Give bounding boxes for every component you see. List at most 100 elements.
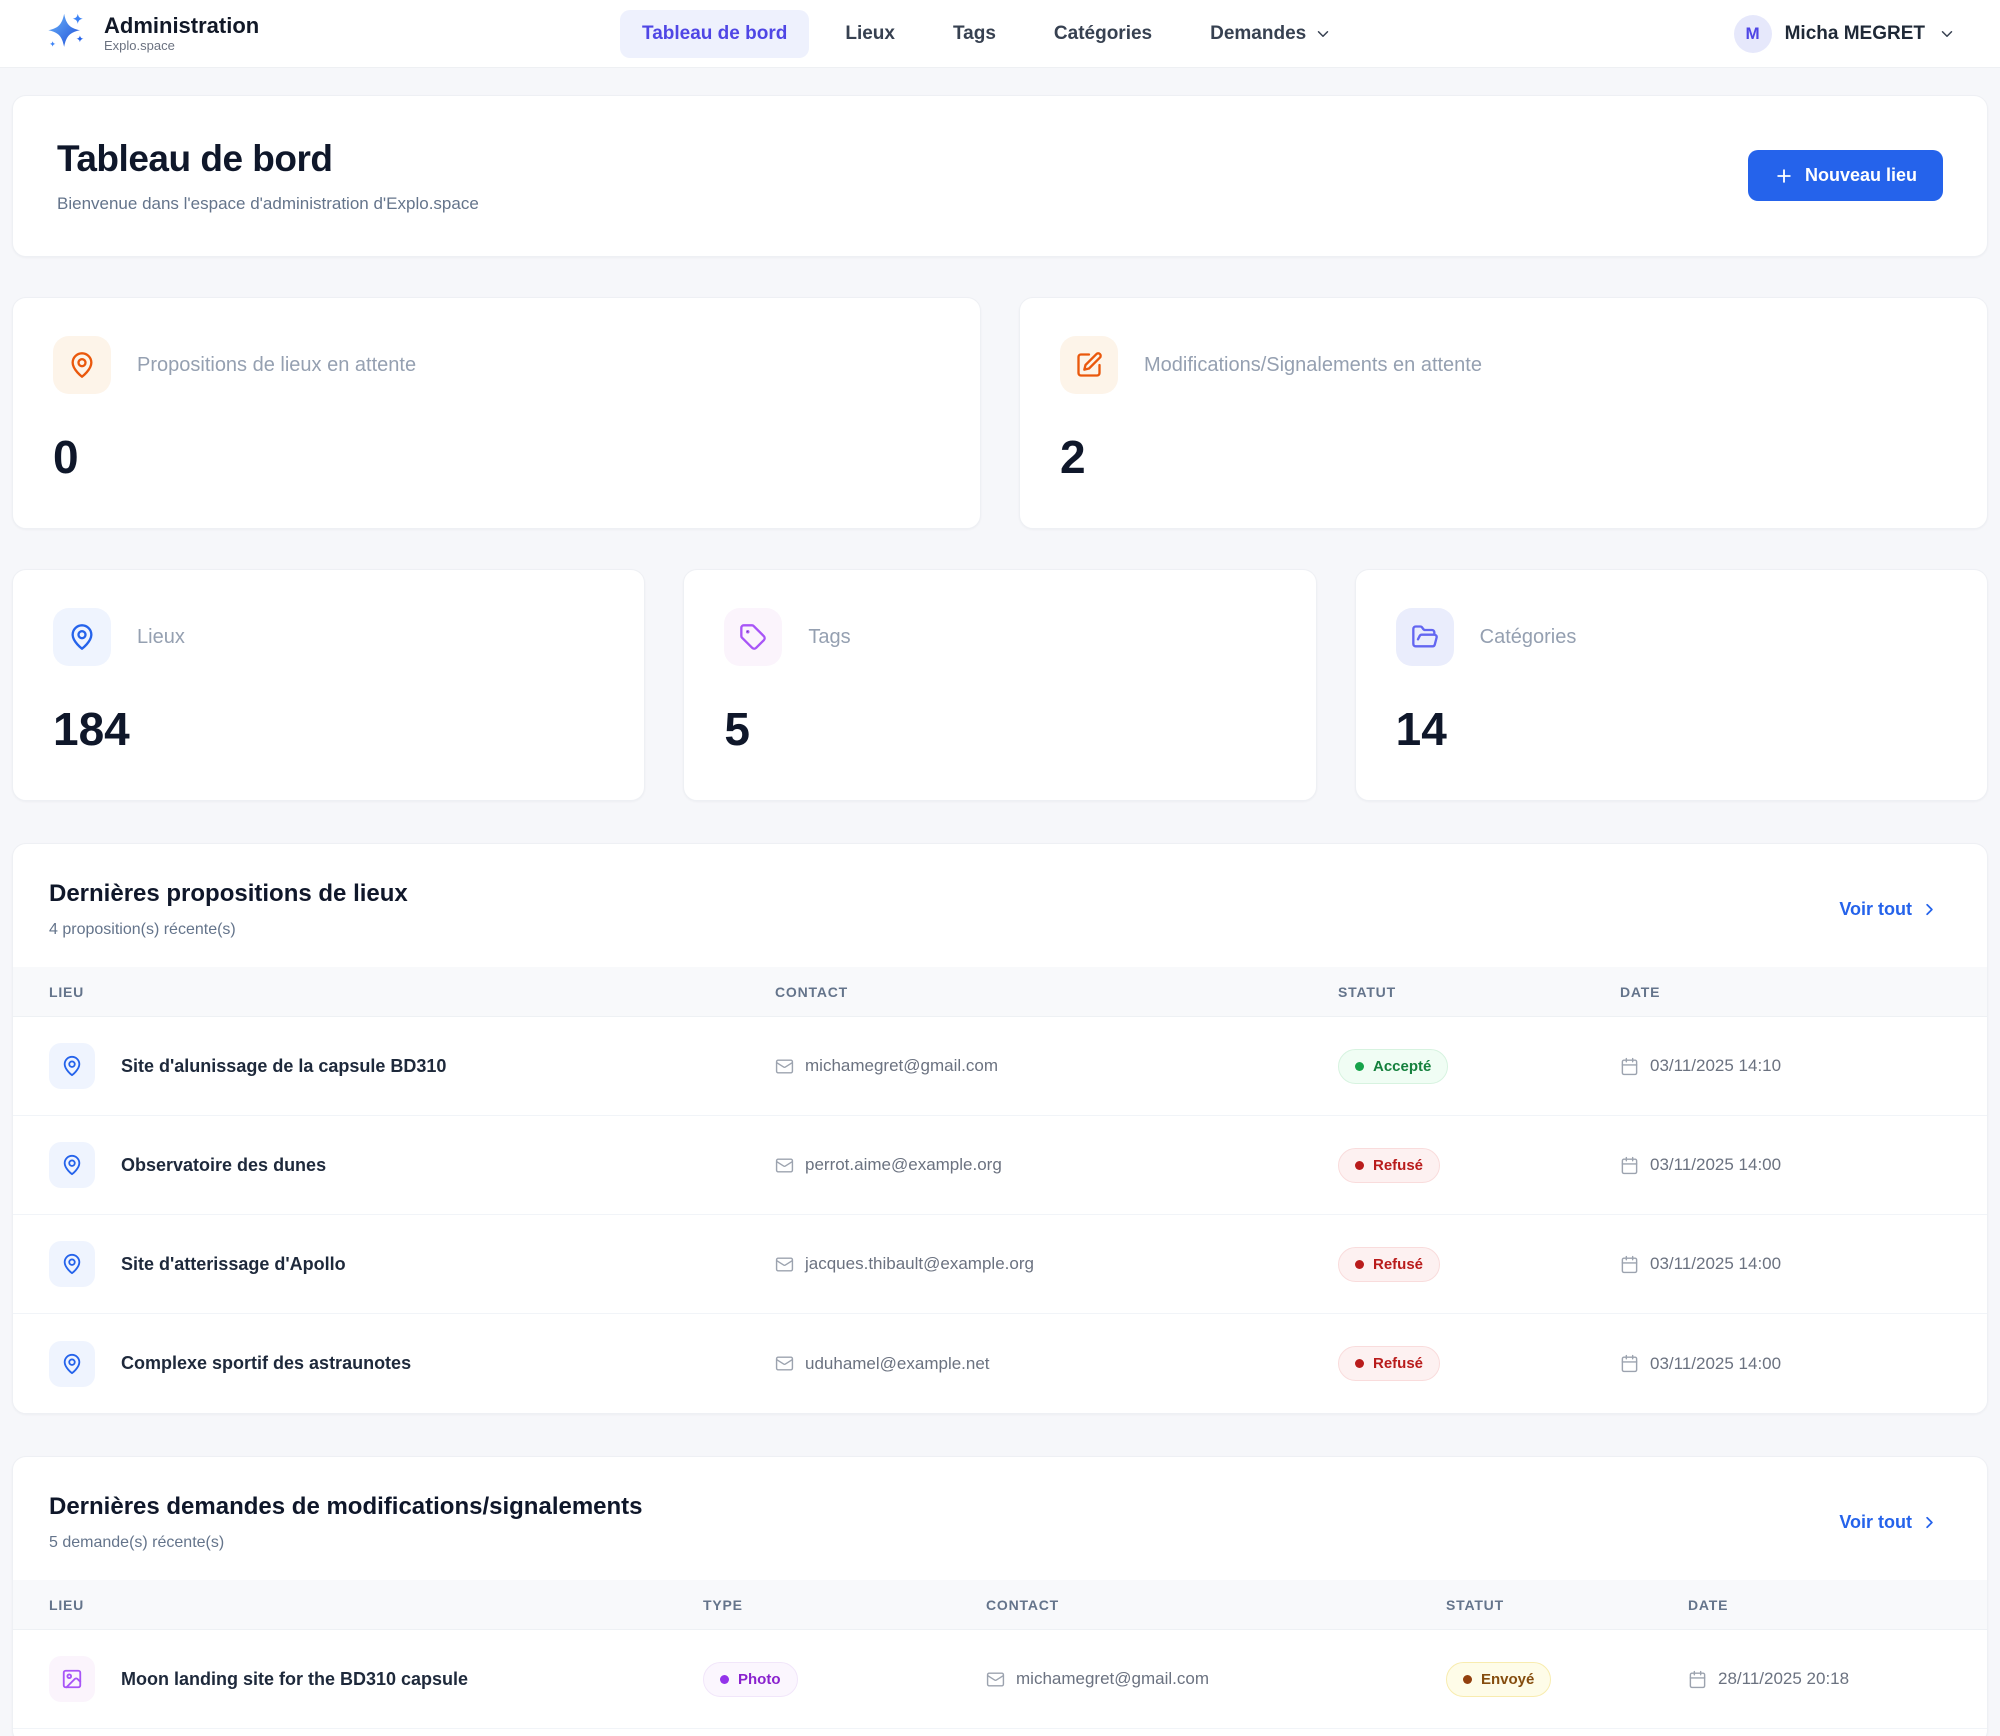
column-header-date: DATE [1688,1596,1729,1613]
date-value: 03/11/2025 14:00 [1650,1155,1782,1174]
stat-value: 0 [53,431,79,483]
page-subtitle: Bienvenue dans l'espace d'administration… [57,194,479,213]
propositions-section: Dernières propositions de lieux 4 propos… [12,843,1988,1414]
column-header-lieu: LIEU [49,983,85,1000]
nav-item-lieux[interactable]: Lieux [823,10,917,58]
section-count: 4 proposition(s) récente(s) [49,921,236,938]
stat-label: Propositions de lieux en attente [137,353,417,376]
chevron-down-icon [1317,30,1329,37]
nav-item-label: Demandes [1210,22,1307,44]
date-cell: 03/11/2025 14:00 [1620,1354,1963,1374]
contact-cell: perrot.aime@example.org [775,1155,1338,1175]
contact-cell: michamegret@gmail.com [986,1669,1446,1689]
date-cell: 03/11/2025 14:00 [1620,1254,1963,1274]
calendar-icon [1621,1156,1638,1174]
mail-icon [775,1356,794,1371]
date-cell: 03/11/2025 14:00 [1620,1155,1963,1175]
date-value: 03/11/2025 14:10 [1650,1056,1782,1075]
contact-email: uduhamel@example.net [805,1353,990,1373]
section-title: Dernières propositions de lieux [49,880,408,907]
map-pin-icon [49,1340,95,1387]
stat-label: Lieux [137,625,185,648]
demandes-table-header: LIEU TYPE CONTACT STATUT DATE [13,1580,1987,1630]
nav-item-label: Tableau de bord [642,22,788,44]
page-header: Tableau de bord Bienvenue dans l'espace … [12,95,1988,257]
view-all-demandes-link[interactable]: Voir tout [1839,1512,1939,1533]
date-value: 03/11/2025 14:00 [1650,1353,1782,1373]
stat-card-categories: Catégories 14 [1354,569,1988,801]
table-row[interactable]: Observatoire des dunes perrot.aime@examp… [13,1116,1987,1215]
edit-icon [1060,336,1118,394]
mail-icon [775,1157,794,1173]
contact-cell: michamegret@gmail.com [775,1056,1338,1076]
nav-item-label: Catégories [1053,22,1153,44]
date-value: 03/11/2025 14:00 [1650,1254,1782,1273]
status-badge: Refusé [1338,1246,1441,1282]
nav-item-label: Lieux [845,22,895,44]
main-nav: Tableau de bord Lieux Tags Catégories De… [620,9,1354,58]
stat-value: 184 [53,703,130,755]
lieu-name: Complexe sportif des astraunotes [121,1353,412,1373]
new-place-button[interactable]: Nouveau lieu [1747,150,1943,201]
demandes-section: Dernières demandes de modifications/sign… [12,1456,1988,1736]
view-all-label: Voir tout [1839,899,1912,919]
date-cell: 28/11/2025 20:18 [1688,1669,1963,1689]
section-title: Dernières demandes de modifications/sign… [49,1493,643,1520]
propositions-table-header: LIEU CONTACT STATUT DATE [13,967,1987,1017]
lieu-name: Site d'alunissage de la capsule BD310 [121,1055,447,1076]
lieu-name: Site d'atterissage d'Apollo [121,1253,346,1274]
nav-item-tags[interactable]: Tags [931,10,1018,58]
date-value: 28/11/2025 20:18 [1718,1669,1850,1688]
sparkle-logo-icon [44,8,90,59]
stat-label: Catégories [1479,625,1577,648]
date-cell: 03/11/2025 14:10 [1620,1056,1963,1076]
status-badge: Envoyé [1446,1661,1552,1697]
table-row[interactable]: Moon landing site for the BD310 capsule … [13,1630,1987,1729]
view-all-propositions-link[interactable]: Voir tout [1839,899,1939,920]
status-badge: Refusé [1338,1346,1441,1381]
calendar-icon [1621,1354,1638,1373]
status-dot-icon [1355,1160,1364,1170]
chevron-right-icon [1926,1516,1933,1529]
table-row[interactable]: Complexe sportif des astraunotes uduhame… [13,1314,1987,1413]
contact-cell: jacques.thibault@example.org [775,1254,1338,1274]
nav-item-tableau-de-bord[interactable]: Tableau de bord [620,9,810,58]
stat-value: 2 [1060,431,1086,483]
mail-icon [986,1671,1005,1687]
stat-card-tags: Tags 5 [683,569,1317,801]
section-count: 5 demande(s) récente(s) [49,1534,225,1551]
contact-email: jacques.thibault@example.org [805,1254,1034,1273]
mail-icon [775,1058,794,1074]
plus-icon [1777,168,1791,183]
lieu-name: Observatoire des dunes [121,1154,327,1175]
stat-card-lieux: Lieux 184 [12,569,646,801]
type-dot-icon [720,1674,729,1684]
user-menu[interactable]: M Micha MEGRET [1733,14,1956,53]
column-header-statut: STATUT [1338,983,1396,1000]
brand-title: Administration [104,12,260,38]
nav-item-demandes[interactable]: Demandes [1188,10,1354,58]
map-pin-icon [49,1142,95,1188]
status-dot-icon [1355,1061,1364,1071]
contact-email: perrot.aime@example.org [805,1155,1002,1174]
table-row[interactable]: Site d'alunissage de la capsule BD310 mi… [13,1017,1987,1116]
nav-item-categories[interactable]: Catégories [1032,10,1174,58]
map-pin-icon [49,1043,95,1089]
tag-icon [724,608,783,666]
calendar-icon [1621,1057,1638,1075]
new-place-button-label: Nouveau lieu [1804,165,1917,185]
contact-email: michamegret@gmail.com [805,1056,998,1075]
pending-stats-row: Propositions de lieux en attente 0 Modif… [12,297,1988,529]
calendar-icon [1689,1670,1706,1688]
mail-icon [775,1256,794,1272]
status-dot-icon [1355,1359,1364,1368]
stat-value: 5 [724,703,750,755]
contact-cell: uduhamel@example.net [775,1354,1338,1374]
top-navbar: Administration Explo.space Tableau de bo… [0,0,2000,68]
stat-card-modifications-attente: Modifications/Signalements en attente 2 [1019,297,1988,529]
column-header-lieu: LIEU [49,1596,85,1613]
status-dot-icon [1463,1674,1472,1684]
lieu-name: Moon landing site for the BD310 capsule [121,1668,469,1689]
table-row[interactable]: Site d'atterissage d'Apollo jacques.thib… [13,1215,1987,1314]
page-title: Tableau de bord [57,138,333,179]
